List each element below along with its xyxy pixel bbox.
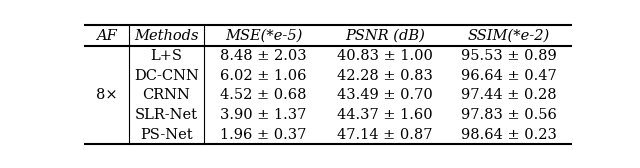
Text: 3.90 ± 1.37: 3.90 ± 1.37 <box>220 108 307 122</box>
Text: 8×: 8× <box>96 88 118 102</box>
Text: SLR-Net: SLR-Net <box>135 108 198 122</box>
Text: 97.83 ± 0.56: 97.83 ± 0.56 <box>461 108 557 122</box>
Text: SSIM(*e-2): SSIM(*e-2) <box>468 29 550 43</box>
Text: PS-Net: PS-Net <box>140 128 193 141</box>
Text: 42.28 ± 0.83: 42.28 ± 0.83 <box>337 69 433 83</box>
Text: DC-CNN: DC-CNN <box>134 69 199 83</box>
Text: 44.37 ± 1.60: 44.37 ± 1.60 <box>337 108 433 122</box>
Text: 96.64 ± 0.47: 96.64 ± 0.47 <box>461 69 557 83</box>
Text: MSE(*e-5): MSE(*e-5) <box>225 29 302 43</box>
Text: 95.53 ± 0.89: 95.53 ± 0.89 <box>461 49 557 63</box>
Text: 8.48 ± 2.03: 8.48 ± 2.03 <box>220 49 307 63</box>
Text: AF: AF <box>97 29 117 43</box>
Text: 98.64 ± 0.23: 98.64 ± 0.23 <box>461 128 557 141</box>
Text: 97.44 ± 0.28: 97.44 ± 0.28 <box>461 88 557 102</box>
Text: L+S: L+S <box>150 49 182 63</box>
Text: 6.02 ± 1.06: 6.02 ± 1.06 <box>220 69 307 83</box>
Text: 1.96 ± 0.37: 1.96 ± 0.37 <box>220 128 307 141</box>
Text: 47.14 ± 0.87: 47.14 ± 0.87 <box>337 128 433 141</box>
Text: CRNN: CRNN <box>143 88 190 102</box>
Text: 43.49 ± 0.70: 43.49 ± 0.70 <box>337 88 433 102</box>
Text: PSNR (dB): PSNR (dB) <box>345 29 425 43</box>
Text: Methods: Methods <box>134 29 198 43</box>
Text: 4.52 ± 0.68: 4.52 ± 0.68 <box>220 88 307 102</box>
Text: 40.83 ± 1.00: 40.83 ± 1.00 <box>337 49 433 63</box>
